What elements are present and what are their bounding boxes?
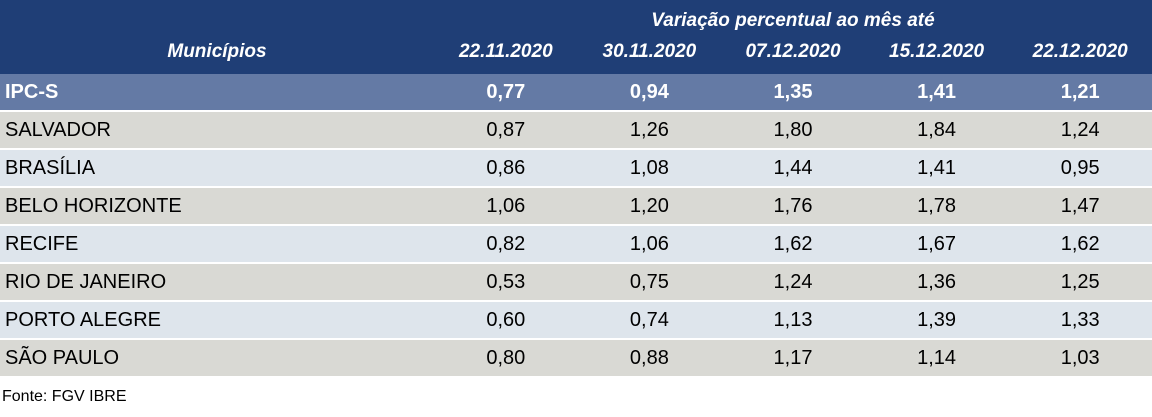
row-label: IPC-S — [0, 74, 434, 112]
cell-value: 1,67 — [864, 225, 1009, 264]
row-label: RIO DE JANEIRO — [0, 263, 434, 302]
column-header-municipios: Municípios — [0, 34, 434, 74]
cell-value: 0,82 — [434, 225, 578, 264]
cell-value: 0,80 — [434, 339, 578, 378]
table-row-salvador: SALVADOR 0,87 1,26 1,80 1,84 1,24 — [0, 111, 1152, 150]
cell-value: 1,21 — [1008, 74, 1152, 112]
cell-value: 1,26 — [577, 111, 722, 150]
header-corner-cell — [0, 0, 434, 34]
table-title: Variação percentual ao mês até — [434, 0, 1152, 34]
row-label: BRASÍLIA — [0, 149, 434, 188]
cell-value: 1,24 — [721, 263, 865, 302]
cell-value: 1,06 — [577, 225, 722, 264]
column-header-date-1: 22.11.2020 — [434, 34, 578, 74]
table-row-brasilia: BRASÍLIA 0,86 1,08 1,44 1,41 0,95 — [0, 149, 1152, 188]
cell-value: 1,39 — [864, 301, 1009, 340]
cell-value: 1,76 — [721, 187, 865, 226]
data-table: Variação percentual ao mês até Município… — [0, 0, 1152, 378]
cell-value: 1,17 — [721, 339, 865, 378]
column-header-date-2: 30.11.2020 — [577, 34, 722, 74]
table-row-recife: RECIFE 0,82 1,06 1,62 1,67 1,62 — [0, 225, 1152, 264]
cell-value: 1,06 — [434, 187, 578, 226]
table-row-porto-alegre: PORTO ALEGRE 0,60 0,74 1,13 1,39 1,33 — [0, 301, 1152, 340]
row-label: SÃO PAULO — [0, 339, 434, 378]
cell-value: 1,78 — [864, 187, 1009, 226]
cell-value: 0,87 — [434, 111, 578, 150]
cell-value: 1,36 — [864, 263, 1009, 302]
row-label: SALVADOR — [0, 111, 434, 150]
cell-value: 0,88 — [577, 339, 722, 378]
cell-value: 0,75 — [577, 263, 722, 302]
cell-value: 0,53 — [434, 263, 578, 302]
cell-value: 1,80 — [721, 111, 865, 150]
cell-value: 1,20 — [577, 187, 722, 226]
cell-value: 1,08 — [577, 149, 722, 188]
cell-value: 1,25 — [1008, 263, 1152, 302]
cell-value: 1,62 — [1008, 225, 1152, 264]
row-label: RECIFE — [0, 225, 434, 264]
cell-value: 0,74 — [577, 301, 722, 340]
cell-value: 1,41 — [864, 74, 1009, 112]
source-note: Fonte: FGV IBRE — [2, 388, 127, 405]
cell-value: 0,86 — [434, 149, 578, 188]
cell-value: 0,94 — [577, 74, 722, 112]
table-row-sao-paulo: SÃO PAULO 0,80 0,88 1,17 1,14 1,03 — [0, 339, 1152, 378]
row-label: BELO HORIZONTE — [0, 187, 434, 226]
cell-value: 1,35 — [721, 74, 865, 112]
cell-value: 0,60 — [434, 301, 578, 340]
cell-value: 0,77 — [434, 74, 578, 112]
column-header-row: Municípios 22.11.2020 30.11.2020 07.12.2… — [0, 34, 1152, 74]
cell-value: 1,62 — [721, 225, 865, 264]
cell-value: 1,14 — [864, 339, 1009, 378]
cell-value: 1,47 — [1008, 187, 1152, 226]
row-label: PORTO ALEGRE — [0, 301, 434, 340]
cell-value: 1,03 — [1008, 339, 1152, 378]
cell-value: 1,84 — [864, 111, 1009, 150]
column-header-date-5: 22.12.2020 — [1008, 34, 1152, 74]
table-row-rio-de-janeiro: RIO DE JANEIRO 0,53 0,75 1,24 1,36 1,25 — [0, 263, 1152, 302]
cell-value: 1,41 — [864, 149, 1009, 188]
column-header-date-3: 07.12.2020 — [721, 34, 865, 74]
table-row-belo-horizonte: BELO HORIZONTE 1,06 1,20 1,76 1,78 1,47 — [0, 187, 1152, 226]
cell-value: 1,13 — [721, 301, 865, 340]
title-row: Variação percentual ao mês até — [0, 0, 1152, 34]
cell-value: 0,95 — [1008, 149, 1152, 188]
table-row-ipcs: IPC-S 0,77 0,94 1,35 1,41 1,21 — [0, 74, 1152, 112]
cell-value: 1,33 — [1008, 301, 1152, 340]
cell-value: 1,24 — [1008, 111, 1152, 150]
cell-value: 1,44 — [721, 149, 865, 188]
column-header-date-4: 15.12.2020 — [864, 34, 1009, 74]
